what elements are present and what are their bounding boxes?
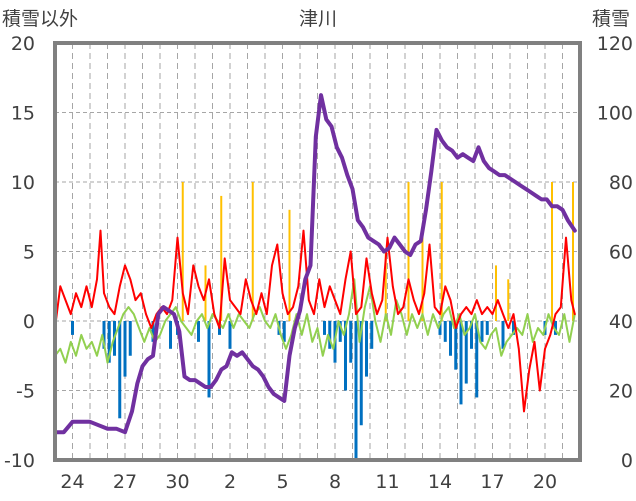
y-right-tick-label: 0 <box>621 450 633 472</box>
snow_change-bar <box>328 321 332 349</box>
snow_change-bar <box>169 321 172 349</box>
precipitation-bar <box>551 182 553 321</box>
precipitation-bar <box>220 195 223 321</box>
plot-frame <box>53 41 582 462</box>
temperature-line <box>54 229 576 413</box>
y-right-tick-label: 100 <box>597 103 633 125</box>
precipitation-bar <box>288 209 291 321</box>
snow_change-bar <box>128 321 132 356</box>
snow_change-bar <box>512 321 515 335</box>
y-left-tick-label: -10 <box>4 450 35 472</box>
snow_change-bar <box>443 321 447 342</box>
snow_change-bar <box>475 321 479 398</box>
snow_change-bar <box>454 321 458 370</box>
snow_change-bar <box>151 321 155 342</box>
y-left-title: 積雪以外 <box>2 8 78 30</box>
y-left-tick-label: 20 <box>11 33 35 55</box>
x-tick-label: 30 <box>165 471 189 493</box>
snow_change-bar <box>485 321 489 335</box>
y-left-tick-label: 15 <box>11 103 35 125</box>
snow_change-bar <box>359 321 363 426</box>
y-left-tick-label: 5 <box>23 242 35 264</box>
snow_change-bar <box>71 321 74 335</box>
x-tick-label: 5 <box>276 471 288 493</box>
x-tick-label: 17 <box>480 471 504 493</box>
snow_depth-line <box>53 93 577 435</box>
snow_change-bar <box>102 321 106 349</box>
snow_change-bar <box>107 321 111 363</box>
y-right-tick-label: 20 <box>609 381 633 403</box>
y-right-tick-label: 80 <box>609 172 633 194</box>
snow_change-bar <box>449 321 452 356</box>
wind-line <box>54 278 576 364</box>
snow_change-bar <box>197 321 200 342</box>
precipitation-bar <box>507 279 510 321</box>
snow_change-bar <box>459 321 463 405</box>
y-left-tick-label: 10 <box>11 172 35 194</box>
lines <box>53 93 577 435</box>
snow_change-bar <box>554 321 557 335</box>
x-tick-label: 14 <box>428 471 452 493</box>
tick-labels: 20 15 10 5 0 -5 -10 120 100 80 60 40 20 0 24 27 30 2 5 8 11 1… <box>4 33 633 493</box>
snow_change-bar <box>470 321 473 349</box>
y-right-tick-label: 60 <box>609 242 633 264</box>
snow_change-bar <box>501 321 505 349</box>
snow_change-bar <box>228 321 232 349</box>
snow_change-bar <box>365 321 368 377</box>
snow_change-bar <box>344 321 347 391</box>
x-tick-label: 20 <box>533 471 557 493</box>
y-left-tick-label: -5 <box>16 381 35 403</box>
y-right-tick-label: 120 <box>597 33 633 55</box>
precipitation-bar <box>572 182 574 321</box>
y-left-tick-label: 0 <box>23 311 35 333</box>
snow_change-bar <box>438 321 442 335</box>
precipitation-bar <box>421 223 424 321</box>
x-tick-label: 2 <box>224 471 236 493</box>
x-tick-label: 11 <box>375 471 399 493</box>
precipitation-bar <box>181 182 184 321</box>
snow_change-bar <box>349 321 353 363</box>
snow_change-bar <box>282 321 286 342</box>
x-tick-label: 27 <box>113 471 137 493</box>
x-tick-label: 24 <box>60 471 84 493</box>
chart-title: 津川 <box>299 8 337 30</box>
snow_change-bar <box>480 321 484 342</box>
precipitation-bar <box>251 182 254 321</box>
y-right-tick-label: 40 <box>609 311 633 333</box>
snow_change-bar <box>338 321 342 342</box>
precipitation-bar <box>440 182 443 321</box>
snow_change-bar <box>118 321 122 419</box>
y-right-title: 積雪 <box>592 8 630 30</box>
snow_change-bar <box>370 321 374 349</box>
x-tick-label: 8 <box>329 471 341 493</box>
snow_change-bar <box>207 321 211 398</box>
snow_change-bar <box>354 321 358 460</box>
snow_change-bar <box>323 321 326 335</box>
snow_change-bar <box>123 321 127 377</box>
grid <box>55 43 580 460</box>
snow_change-bar <box>464 321 468 384</box>
precipitation-bar <box>495 265 497 321</box>
precipitation-bar <box>384 251 387 321</box>
